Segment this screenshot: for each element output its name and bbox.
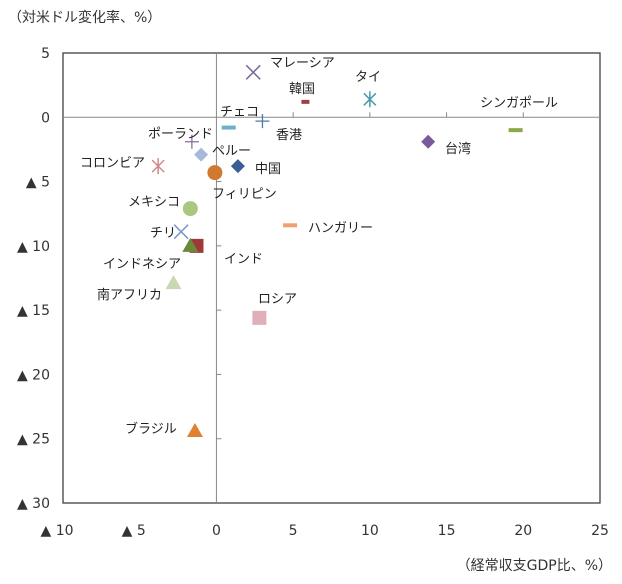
point-label: 台湾 [445, 141, 471, 157]
point-marker-dash [283, 223, 298, 228]
x-tick-label: ▲ 10 [40, 523, 73, 539]
point-marker-diamond [230, 159, 245, 174]
point-label: ロシア [258, 292, 297, 307]
point-label: フィリピン [212, 187, 277, 202]
point-label: 中国 [255, 162, 281, 177]
point-label: インドネシア [103, 257, 181, 272]
x-tick-label: 0 [212, 523, 221, 539]
y-tick-label: 5 [41, 46, 50, 62]
point-marker-dash [221, 125, 236, 130]
point-label: チリ [150, 226, 176, 241]
x-tick-label: 5 [289, 523, 298, 539]
point-label: インド [224, 252, 263, 267]
point-label: 香港 [276, 128, 302, 143]
point-label: ブラジル [125, 421, 177, 437]
x-tick-label: 20 [514, 523, 532, 539]
point-marker-dash [301, 99, 310, 104]
point-label: コロンビア [80, 156, 145, 171]
x-tick-label: ▲ 5 [122, 523, 146, 539]
point-label: ポーランド [148, 127, 213, 142]
y-tick-label: ▲ 10 [17, 239, 50, 255]
x-tick-label: 10 [361, 523, 379, 539]
point-label: 韓国 [289, 82, 315, 97]
point-marker-circle [207, 165, 223, 181]
point-marker-square [252, 310, 267, 325]
y-tick-label: ▲ 15 [17, 303, 50, 319]
x-tick-label: 15 [438, 523, 456, 539]
y-tick-label: ▲ 20 [17, 367, 50, 383]
y-tick-label: 0 [41, 110, 50, 126]
y-tick-label: ▲ 5 [26, 175, 50, 191]
point-marker-x [245, 64, 261, 80]
point-marker-x [173, 224, 189, 240]
point-marker-diamond [421, 134, 436, 149]
x-axis-title: （経常収支GDP比、%） [457, 558, 612, 574]
y-tick-label: ▲ 25 [17, 432, 50, 448]
point-label: マレーシア [270, 56, 335, 71]
y-tick-label: ▲ 30 [17, 496, 50, 512]
point-label: シンガポール [480, 96, 558, 111]
point-label: ハンガリー [308, 221, 373, 236]
point-marker-triangle [165, 275, 182, 290]
point-label: タイ [355, 70, 381, 85]
point-marker-dash [508, 128, 523, 133]
point-marker-plus [184, 134, 199, 149]
point-label: 南アフリカ [97, 287, 162, 303]
point-label: ペルー [212, 144, 251, 159]
point-marker-triangle [186, 423, 203, 437]
plot-area [62, 52, 601, 504]
y-axis-title: （対米ドル変化率、%） [8, 9, 161, 26]
point-marker-asterisk [363, 91, 377, 108]
point-marker-circle [182, 201, 198, 217]
point-label: メキシコ [128, 195, 180, 210]
point-label: チェコ [220, 105, 259, 120]
x-tick-label: 25 [591, 523, 609, 539]
point-marker-triangle [182, 237, 199, 252]
point-marker-diamond [194, 147, 209, 162]
point-marker-plus [255, 114, 270, 129]
point-marker-asterisk [151, 158, 165, 175]
